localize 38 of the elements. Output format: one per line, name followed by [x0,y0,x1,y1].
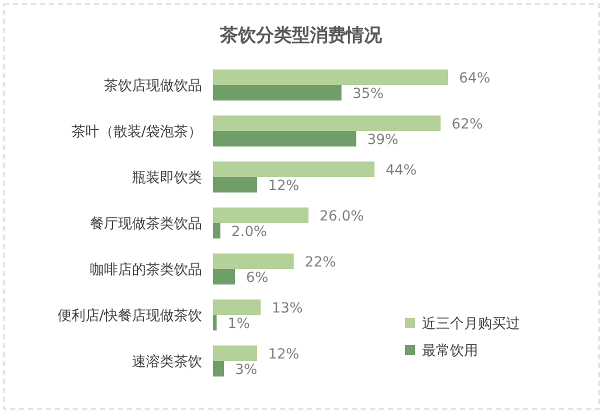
bar [213,177,258,192]
chart-title: 茶饮分类型消费情况 [219,25,383,46]
data-label: 12% [268,346,300,362]
bar [213,162,375,177]
bar [213,361,224,376]
legend-label: 近三个月购买过 [422,316,520,332]
y-tick-label: 餐厅现做茶类饮品 [90,216,202,232]
bar [213,346,258,361]
bar [213,315,217,330]
data-label: 35% [352,86,384,102]
data-label: 64% [459,70,490,86]
data-label: 22% [304,254,336,270]
y-tick-label: 咖啡店的茶类饮品 [90,262,202,278]
bar [213,116,441,131]
data-label: 44% [386,162,417,178]
data-label: 12% [268,178,300,194]
data-label: 1% [228,316,250,332]
bar [213,223,220,238]
y-tick-label: 茶饮店现做饮品 [104,78,202,94]
data-label: 6% [246,270,268,286]
bar [213,254,294,269]
y-tick-label: 瓶装即饮类 [132,170,202,186]
data-label: 62% [452,116,483,132]
bar [213,269,236,284]
bar [213,85,342,100]
data-label: 13% [272,300,303,316]
y-tick-label: 茶叶（散装/袋泡茶） [71,124,202,140]
data-label: 3% [235,362,258,378]
legend-label: 最常饮用 [422,343,478,359]
bar [213,300,261,315]
bar [213,131,356,146]
bar [213,208,308,223]
data-label: 2.0% [231,224,267,240]
bar [213,70,448,85]
y-tick-label: 便利店/快餐店现做茶饮 [57,308,202,324]
y-tick-label: 速溶类茶饮 [132,354,202,370]
data-label: 39% [367,132,398,148]
data-label: 26.0% [319,208,364,224]
